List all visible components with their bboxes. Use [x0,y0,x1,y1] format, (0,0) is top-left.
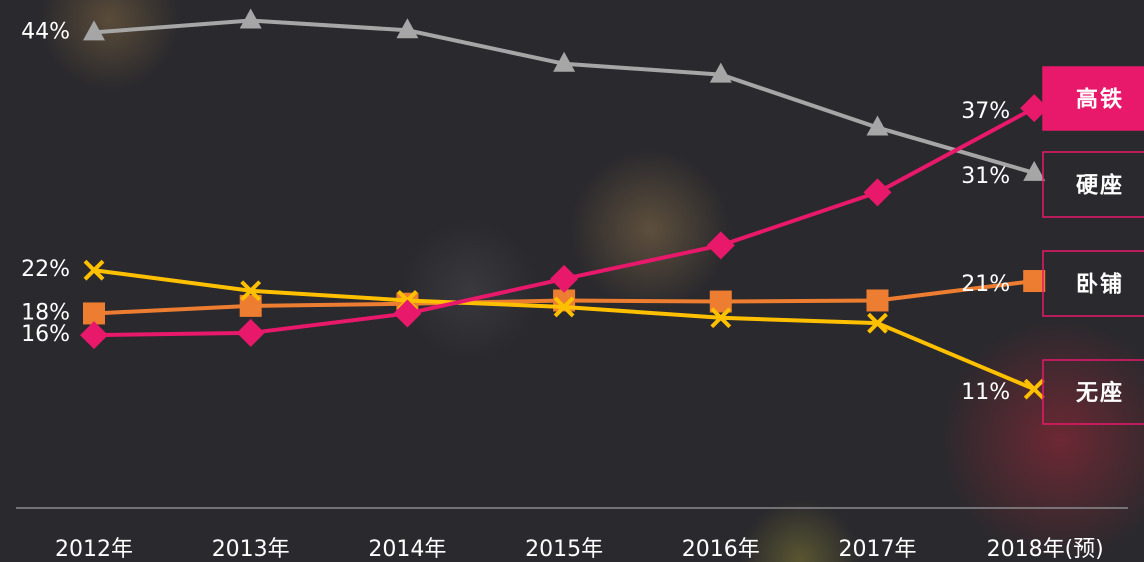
marker [83,259,105,281]
marker [1023,160,1046,181]
data-label: 16% [21,322,70,347]
legend-box [1042,250,1144,317]
marker [706,231,735,260]
marker [1023,270,1046,293]
marker [1020,94,1049,123]
marker [866,115,889,136]
data-label: 21% [961,272,1010,297]
x-tick-label: 2017年 [839,537,917,562]
marker [393,299,422,328]
data-label: 11% [961,380,1010,405]
legend-box [1042,359,1144,425]
marker [240,280,262,302]
marker [709,290,732,313]
legend-box [1042,66,1144,131]
marker [553,296,575,318]
data-label: 18% [21,300,70,325]
marker [1023,378,1045,400]
data-label: 31% [961,164,1010,189]
x-tick-label: 2016年 [682,537,760,562]
marker [239,294,262,317]
legend-label: 无座 [1076,380,1124,406]
marker [550,264,579,293]
marker [396,18,419,39]
data-label: 22% [21,257,70,282]
marker [863,178,892,207]
marker [83,20,105,41]
marker [710,307,732,329]
marker [236,318,265,347]
x-tick-label: 2018年(预) [987,537,1104,562]
series-line [93,18,1035,175]
x-tick-label: 2013年 [212,537,290,562]
x-tick-label: 2012年 [55,537,133,562]
data-label: 37% [961,99,1010,124]
marker [867,312,888,334]
data-label: 44% [21,19,70,44]
marker [83,302,105,325]
legend-label: 高铁 [1076,87,1124,113]
legend-label: 硬座 [1076,173,1124,199]
marker [866,289,889,312]
x-tick-label: 2014年 [368,537,446,562]
legend-label: 卧铺 [1076,272,1124,298]
marker [239,8,262,29]
marker [553,51,576,72]
legend-box [1042,151,1144,218]
marker [709,62,732,83]
marker [80,321,108,350]
x-tick-label: 2015年 [525,537,603,562]
